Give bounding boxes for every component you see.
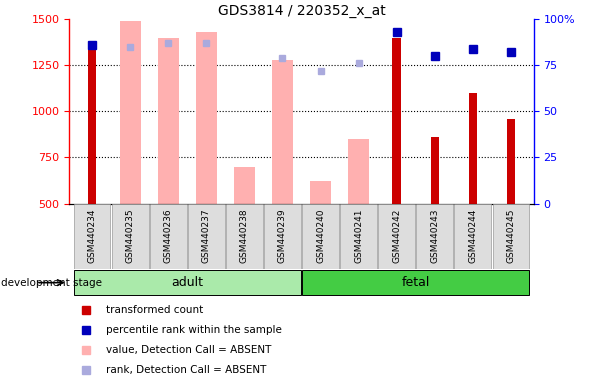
Text: GSM440245: GSM440245 [507,209,516,263]
FancyBboxPatch shape [74,270,301,295]
Text: GSM440241: GSM440241 [354,209,363,263]
FancyBboxPatch shape [264,204,301,269]
FancyBboxPatch shape [302,270,529,295]
Text: GSM440234: GSM440234 [87,209,96,263]
Text: development stage: development stage [1,278,102,288]
Text: GSM440236: GSM440236 [164,209,173,263]
Text: value, Detection Call = ABSENT: value, Detection Call = ABSENT [106,345,272,355]
Text: percentile rank within the sample: percentile rank within the sample [106,325,282,335]
Text: rank, Detection Call = ABSENT: rank, Detection Call = ABSENT [106,365,267,375]
Bar [272,60,293,204]
Bar [431,137,439,204]
Text: adult: adult [171,276,203,289]
Bar [158,38,178,204]
Text: GSM440240: GSM440240 [316,209,325,263]
FancyBboxPatch shape [112,204,148,269]
Bar [393,38,401,204]
Bar [234,167,255,204]
Bar [88,49,96,204]
Bar [196,32,217,204]
FancyBboxPatch shape [74,204,110,269]
Bar [507,119,515,204]
FancyBboxPatch shape [226,204,263,269]
FancyBboxPatch shape [493,204,529,269]
Text: transformed count: transformed count [106,305,204,315]
Bar [348,139,369,204]
Text: GSM440237: GSM440237 [202,209,211,263]
FancyBboxPatch shape [417,204,453,269]
Text: GSM440242: GSM440242 [392,209,401,263]
Title: GDS3814 / 220352_x_at: GDS3814 / 220352_x_at [218,4,385,18]
Bar [469,93,477,204]
FancyBboxPatch shape [150,204,186,269]
Bar [310,181,331,204]
Text: GSM440235: GSM440235 [126,209,134,263]
FancyBboxPatch shape [378,204,415,269]
Text: GSM440244: GSM440244 [469,209,477,263]
Text: GSM440243: GSM440243 [430,209,439,263]
FancyBboxPatch shape [188,204,225,269]
FancyBboxPatch shape [340,204,377,269]
FancyBboxPatch shape [455,204,491,269]
Text: GSM440239: GSM440239 [278,209,287,263]
FancyBboxPatch shape [302,204,339,269]
Text: fetal: fetal [402,276,430,289]
Bar [120,21,140,204]
Text: GSM440238: GSM440238 [240,209,249,263]
